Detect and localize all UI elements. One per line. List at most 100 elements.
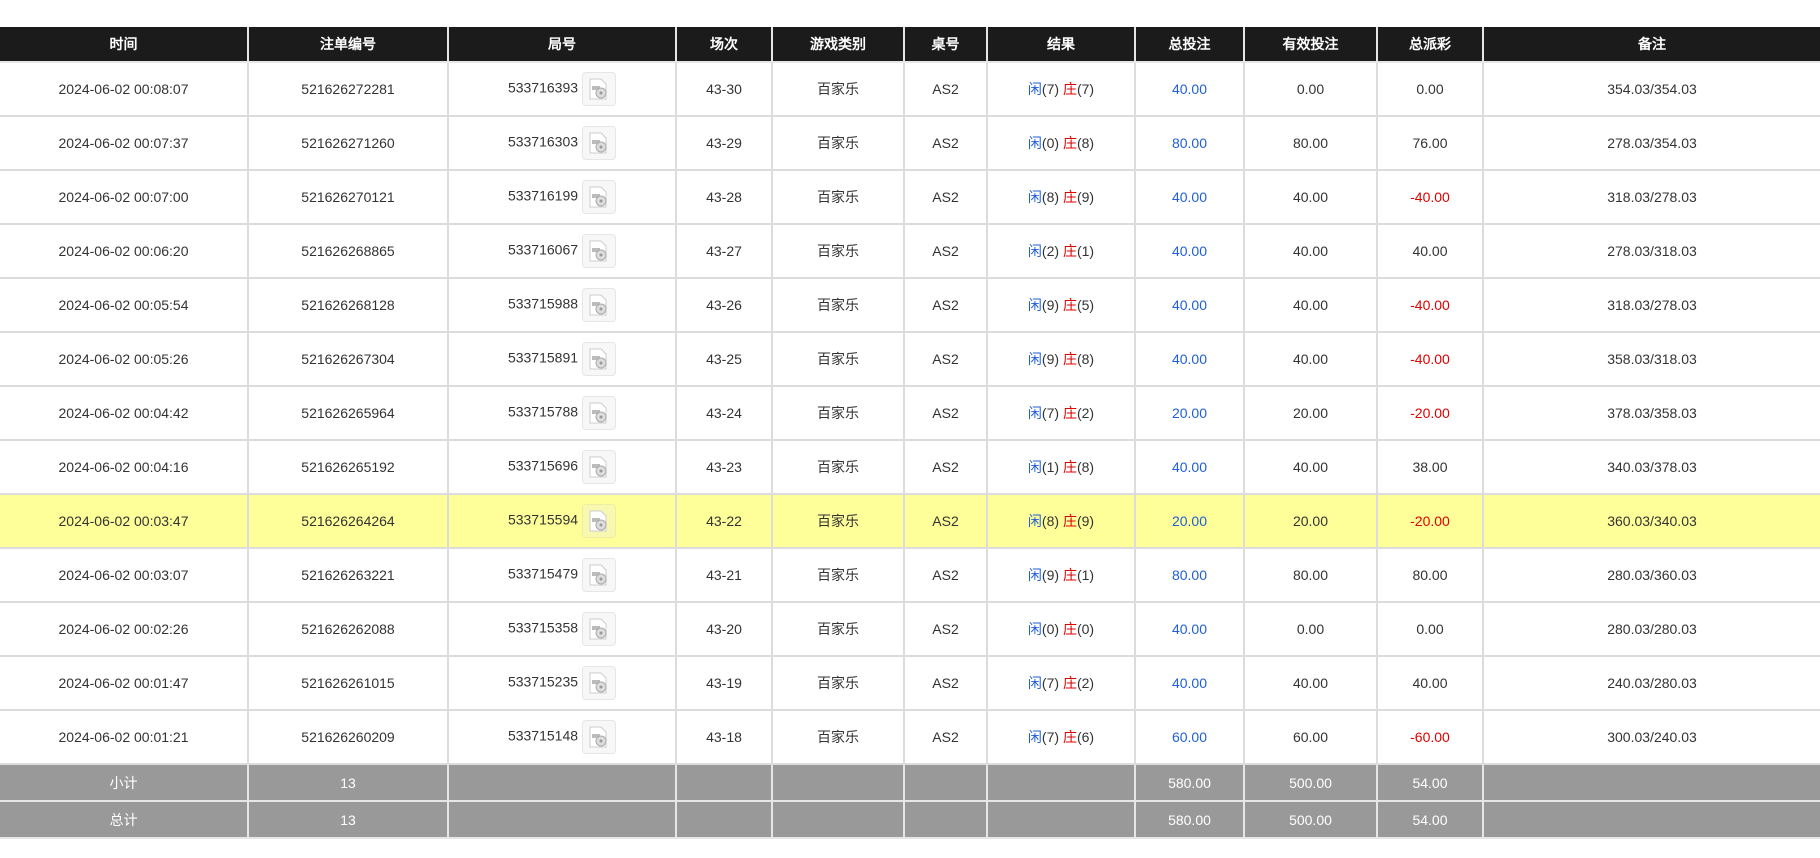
result-cell: 闲(9) 庄(8) — [986, 331, 1136, 387]
time-cell: 2024-06-02 00:03:47 — [0, 493, 249, 549]
banker-label: 庄 — [1062, 297, 1077, 313]
player-label: 闲 — [1027, 567, 1042, 583]
valid-bet-cell: 20.00 — [1243, 493, 1378, 549]
table-header: 时间 注单编号 局号 场次 游戏类别 桌号 结果 总投注 有效投注 总派彩 备注 — [0, 27, 1820, 63]
payout-cell: 80.00 — [1376, 547, 1484, 603]
shoe-cell: 43-25 — [675, 331, 773, 387]
total-row: 总计 13 580.00 500.00 54.00 — [0, 800, 1820, 839]
shoe-cell: 43-20 — [675, 601, 773, 657]
game-cell: 百家乐 — [771, 601, 905, 657]
video-replay-icon[interactable] — [582, 612, 617, 646]
table-cell: AS2 — [903, 655, 988, 711]
result-cell: 闲(7) 庄(2) — [986, 385, 1136, 441]
shoe-cell: 43-23 — [675, 439, 773, 495]
banker-score: (9) — [1076, 189, 1095, 205]
shoe-cell: 43-28 — [675, 169, 773, 225]
video-replay-icon[interactable] — [582, 234, 617, 268]
table-row: 2024-06-02 00:02:26 521626262088 5337153… — [0, 601, 1820, 657]
column-header: 场次 — [675, 27, 773, 63]
video-replay-icon[interactable] — [582, 558, 617, 592]
round-number: 533716393 — [507, 79, 579, 96]
total-bet-cell: 40.00 — [1134, 439, 1245, 495]
column-header: 游戏类别 — [771, 27, 905, 63]
total-count: 13 — [247, 800, 449, 839]
video-replay-icon[interactable] — [582, 342, 617, 376]
video-replay-icon[interactable] — [582, 720, 617, 754]
player-label: 闲 — [1027, 405, 1042, 421]
note-cell: 280.03/280.03 — [1482, 601, 1820, 657]
player-score: (7) — [1041, 675, 1060, 691]
banker-score: (8) — [1076, 459, 1095, 475]
empty-cell — [1482, 800, 1820, 839]
round-cell: 533716067 — [447, 223, 677, 279]
valid-bet-cell: 40.00 — [1243, 655, 1378, 711]
time-cell: 2024-06-02 00:04:42 — [0, 385, 249, 441]
bet-id-cell: 521626268128 — [247, 277, 449, 333]
note-cell: 318.03/278.03 — [1482, 169, 1820, 225]
player-label: 闲 — [1027, 135, 1042, 151]
table-cell: AS2 — [903, 169, 988, 225]
payout-cell: -60.00 — [1376, 709, 1484, 765]
banker-score: (0) — [1076, 621, 1095, 637]
bet-id-cell: 521626271260 — [247, 115, 449, 171]
bet-id-cell: 521626270121 — [247, 169, 449, 225]
subtotal-total-bet: 580.00 — [1134, 763, 1245, 802]
note-cell: 340.03/378.03 — [1482, 439, 1820, 495]
shoe-cell: 43-29 — [675, 115, 773, 171]
player-score: (8) — [1041, 513, 1060, 529]
round-cell: 533715788 — [447, 385, 677, 441]
empty-cell — [447, 763, 677, 802]
video-replay-icon[interactable] — [582, 396, 617, 430]
round-cell: 533716199 — [447, 169, 677, 225]
subtotal-label: 小计 — [0, 763, 249, 802]
round-number: 533715594 — [507, 511, 579, 528]
column-header: 总投注 — [1134, 27, 1245, 63]
total-total-bet: 580.00 — [1134, 800, 1245, 839]
round-number: 533715891 — [507, 349, 579, 366]
video-replay-icon[interactable] — [582, 450, 617, 484]
shoe-cell: 43-22 — [675, 493, 773, 549]
round-number: 533715148 — [507, 727, 579, 744]
payout-cell: 40.00 — [1376, 655, 1484, 711]
round-number: 533715358 — [507, 619, 579, 636]
game-cell: 百家乐 — [771, 655, 905, 711]
empty-cell — [986, 800, 1136, 839]
video-replay-icon[interactable] — [582, 288, 617, 322]
banker-label: 庄 — [1062, 351, 1077, 367]
video-replay-icon[interactable] — [582, 126, 617, 160]
round-cell: 533715235 — [447, 655, 677, 711]
round-number: 533716199 — [507, 187, 579, 204]
table-row: 2024-06-02 00:04:16 521626265192 5337156… — [0, 439, 1820, 495]
video-replay-icon[interactable] — [582, 666, 617, 700]
note-cell: 358.03/318.03 — [1482, 331, 1820, 387]
total-bet-cell: 80.00 — [1134, 115, 1245, 171]
player-score: (7) — [1041, 405, 1060, 421]
result-cell: 闲(0) 庄(8) — [986, 115, 1136, 171]
result-cell: 闲(8) 庄(9) — [986, 169, 1136, 225]
video-replay-icon[interactable] — [582, 180, 617, 214]
result-cell: 闲(9) 庄(1) — [986, 547, 1136, 603]
player-label: 闲 — [1027, 513, 1042, 529]
game-cell: 百家乐 — [771, 439, 905, 495]
table-row: 2024-06-02 00:07:00 521626270121 5337161… — [0, 169, 1820, 225]
column-header: 结果 — [986, 27, 1136, 63]
video-replay-icon[interactable] — [582, 504, 617, 538]
shoe-cell: 43-24 — [675, 385, 773, 441]
player-score: (0) — [1041, 621, 1060, 637]
payout-cell: 0.00 — [1376, 601, 1484, 657]
total-bet-cell: 40.00 — [1134, 277, 1245, 333]
total-bet-cell: 40.00 — [1134, 61, 1245, 117]
result-cell: 闲(9) 庄(5) — [986, 277, 1136, 333]
total-payout: 54.00 — [1376, 800, 1484, 839]
banker-score: (7) — [1076, 81, 1095, 97]
empty-cell — [1482, 763, 1820, 802]
total-bet-cell: 20.00 — [1134, 493, 1245, 549]
column-header: 有效投注 — [1243, 27, 1378, 63]
video-replay-icon[interactable] — [582, 72, 617, 106]
round-number: 533716303 — [507, 133, 579, 150]
total-bet-cell: 40.00 — [1134, 601, 1245, 657]
bet-id-cell: 521626265192 — [247, 439, 449, 495]
banker-label: 庄 — [1062, 189, 1077, 205]
note-cell: 240.03/280.03 — [1482, 655, 1820, 711]
table-cell: AS2 — [903, 115, 988, 171]
